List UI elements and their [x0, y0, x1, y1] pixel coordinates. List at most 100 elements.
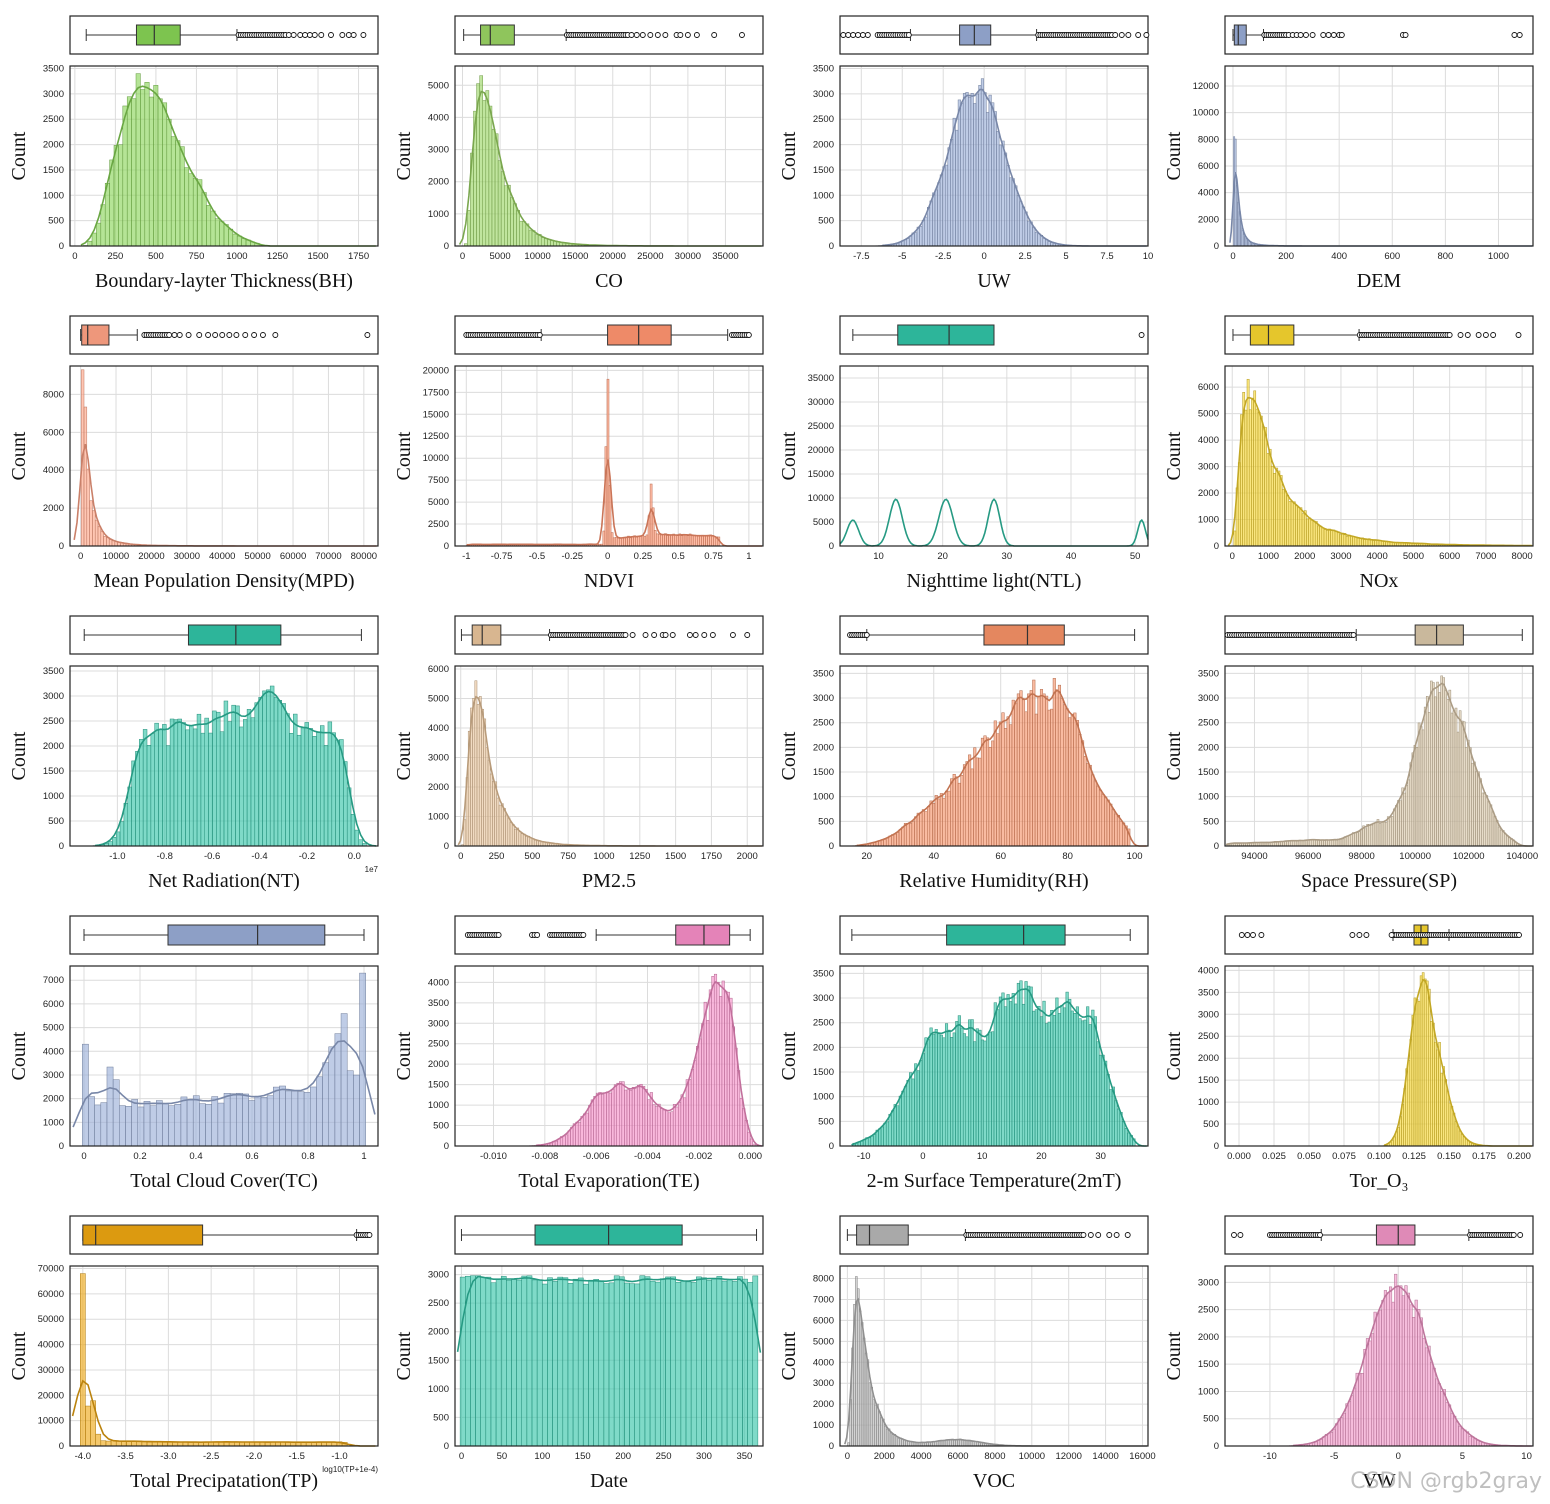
- histogram-bar: [929, 200, 933, 247]
- y-tick-label: 10000: [38, 1416, 64, 1427]
- x-tick-label: -0.75: [491, 551, 513, 562]
- outlier-dot: [1517, 1232, 1524, 1238]
- y-axis-label: Count: [393, 731, 415, 780]
- histogram-bar: [192, 178, 198, 247]
- histogram-bar: [1373, 1311, 1377, 1447]
- histogram-bar: [121, 1441, 127, 1447]
- histogram-bar: [655, 533, 659, 547]
- x-tick-label: 96000: [1295, 851, 1321, 862]
- histogram-bar: [1104, 1060, 1108, 1147]
- histogram-bar: [507, 184, 511, 247]
- outlier-dot: [196, 332, 203, 338]
- histogram-bar: [155, 1100, 163, 1147]
- histogram-bar: [1336, 531, 1340, 547]
- y-tick-label: 500: [48, 816, 64, 827]
- y-axis-label: Count: [8, 131, 30, 180]
- histogram-bar: [583, 1113, 587, 1147]
- histogram-bar: [269, 685, 275, 847]
- y-tick-label: 20000: [423, 365, 449, 376]
- y-tick-label: 0: [59, 541, 64, 552]
- y-tick-label: 4000: [813, 1357, 834, 1368]
- histogram-bar: [1446, 1091, 1450, 1147]
- histogram-bar: [1436, 681, 1439, 847]
- x-tick-label: 1750: [701, 851, 722, 862]
- y-tick-label: 0: [1214, 1441, 1219, 1452]
- x-tick-label: 8000: [984, 1451, 1005, 1462]
- histogram: 0 50 100 150 200 250 300 350 0 500 1000 1500 2000 250…: [428, 1265, 764, 1462]
- histogram-bar: [1409, 762, 1413, 847]
- histogram-bar: [947, 790, 951, 847]
- chart-panel-voc: 0 2000 4000 6000 8000 10000 12000 14000 16000 0 10…: [770, 1200, 1156, 1500]
- outlier-dot: [1250, 932, 1256, 938]
- y-tick-label: 6000: [428, 664, 449, 675]
- histogram-bar: [970, 1441, 974, 1447]
- x-tick-label: -2.0: [246, 1451, 262, 1462]
- y-tick-label: 1500: [43, 165, 64, 176]
- y-tick-label: 2500: [43, 114, 64, 125]
- outlier-dot: [272, 332, 279, 338]
- y-tick-label: 2000: [813, 742, 834, 753]
- histogram-bar: [485, 747, 489, 847]
- histogram-bar: [1442, 677, 1445, 847]
- histogram-bar: [557, 1276, 564, 1447]
- histogram-bar: [924, 1037, 928, 1147]
- histogram-bar: [340, 1013, 348, 1147]
- outlier-dot: [1330, 32, 1337, 38]
- y-tick-label: 30000: [38, 1365, 64, 1376]
- y-tick-label: 5000: [813, 1336, 834, 1347]
- x-tick-label: -0.008: [531, 1151, 558, 1162]
- y-tick-label: 4000: [428, 977, 449, 988]
- histogram-bar: [965, 1036, 969, 1147]
- x-tick-label: 0: [460, 251, 465, 262]
- histogram: -10 0 10 20 30 0 500 1000 1500 2000 2500 3000 3500: [813, 965, 1149, 1162]
- outlier-dot: [684, 32, 691, 38]
- x-tick-label: 98000: [1348, 851, 1374, 862]
- box-iqr: [81, 324, 110, 346]
- histogram-bar: [1347, 534, 1351, 547]
- histogram-bar: [1078, 1018, 1082, 1147]
- histogram-bar: [334, 1033, 342, 1147]
- histogram-bar: [870, 1387, 873, 1447]
- boxplot: [1224, 915, 1534, 955]
- histogram-bar: [482, 100, 487, 247]
- histogram-bar: [968, 1019, 972, 1147]
- histogram-bar: [893, 833, 897, 847]
- histogram-bar: [242, 1093, 249, 1147]
- histogram-bar: [89, 500, 93, 547]
- x-tick-label: -0.2: [299, 851, 315, 862]
- histogram-bar: [937, 1033, 941, 1147]
- histogram-bar: [1288, 501, 1292, 547]
- histogram-bar: [742, 1278, 748, 1447]
- histogram-bar: [1419, 726, 1423, 847]
- histogram-bar: [483, 718, 487, 847]
- plot-frame: [69, 365, 379, 547]
- y-tick-label: 2000: [1198, 1053, 1219, 1064]
- histogram-bar: [1376, 819, 1380, 847]
- histogram-bar: [472, 697, 476, 847]
- y-tick-label: 20000: [808, 445, 834, 456]
- outlier-dot: [744, 632, 751, 638]
- histogram-bar: [229, 1093, 237, 1147]
- histogram-bar: [1045, 1023, 1049, 1147]
- histogram-bar: [1368, 824, 1372, 847]
- histogram-bar: [1444, 690, 1448, 847]
- histogram-bar: [970, 768, 974, 847]
- histogram-bar: [335, 739, 340, 847]
- histogram-bar: [968, 754, 972, 847]
- y-tick-label: 3000: [813, 993, 834, 1004]
- histogram-bar: [1091, 774, 1095, 847]
- outlier-dot: [629, 632, 636, 638]
- histogram-bar: [1403, 792, 1406, 847]
- boxplot: [839, 15, 1150, 55]
- histogram-bar: [1454, 707, 1458, 847]
- y-axis-label: Count: [1163, 731, 1185, 780]
- histogram-bar: [1399, 1285, 1403, 1447]
- histogram-bar: [970, 1019, 974, 1147]
- x-tick-label: 0: [458, 851, 463, 862]
- histogram-bar: [1332, 1428, 1336, 1447]
- plot-frame: [1224, 1265, 1534, 1447]
- chart-panel-rh: 20 40 60 80 100 0 500 1000 1500 2000 2500 3000 3500 R…: [770, 600, 1155, 900]
- histogram-bar: [721, 1280, 728, 1447]
- histogram-bar: [1060, 1004, 1064, 1147]
- outlier-dot: [1244, 932, 1251, 938]
